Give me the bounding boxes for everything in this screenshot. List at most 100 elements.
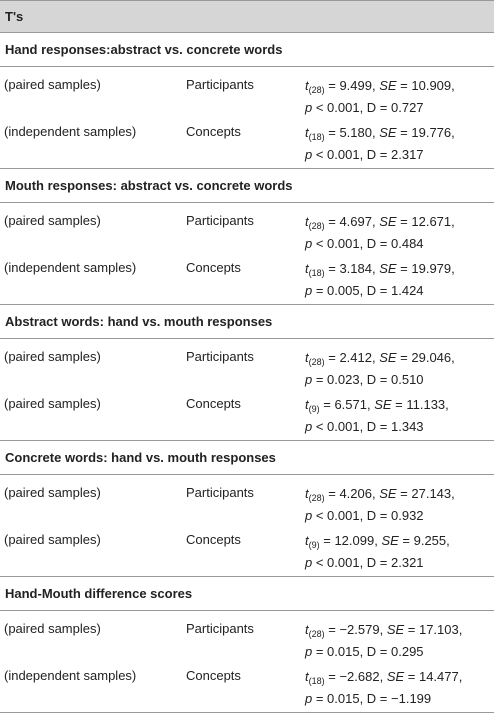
stat-line: p = 0.023, D = 0.510 (305, 371, 455, 389)
stat-cell: t(18) = −2.682, SE = 14.477, p = 0.015, D… (305, 668, 462, 708)
stat-line: t(28) = 4.697, SE = 12.671, (305, 213, 455, 235)
stat-symbol: SE (379, 125, 397, 140)
stat-text: = 2.412, (324, 350, 380, 365)
stat-symbol: (18) (308, 268, 325, 278)
stat-symbol: (28) (308, 629, 325, 639)
group-cell: Concepts (186, 532, 241, 547)
stat-text: = 5.180, (324, 125, 380, 140)
stat-text: = 12.099, (319, 533, 382, 548)
stat-symbol: SE (379, 261, 397, 276)
stat-line: p < 0.001, D = 0.484 (305, 235, 455, 253)
group-cell: Participants (186, 213, 254, 228)
stat-line: t(18) = 3.184, SE = 19.979, (305, 260, 455, 282)
stat-text: = 4.206, (324, 486, 380, 501)
stat-line: p = 0.015, D = −1.199 (305, 690, 462, 708)
stat-line: p < 0.001, D = 2.321 (305, 554, 450, 572)
stat-symbol: SE (379, 350, 397, 365)
stat-symbol: (9) (308, 540, 320, 550)
stat-symbol: SE (374, 397, 392, 412)
stat-text: < 0.001, D = 0.932 (312, 508, 424, 523)
stat-text: = 27.143, (396, 486, 455, 501)
stat-text: = 12.671, (396, 214, 455, 229)
stat-text: = 11.133, (391, 397, 449, 412)
stat-text: = 19.979, (396, 261, 455, 276)
stat-line: t(28) = 4.206, SE = 27.143, (305, 485, 455, 507)
stat-cell: t(9) = 6.571, SE = 11.133, p < 0.001, D =… (305, 396, 449, 436)
table-row: (paired samples) Participants t(28) = 9.49… (0, 71, 494, 117)
stat-text: = −2.579, (324, 622, 387, 637)
group-cell: Participants (186, 349, 254, 364)
stat-cell: t(28) = −2.579, SE = 17.103, p = 0.015, D… (305, 621, 462, 661)
stat-text: = 19.776, (396, 125, 455, 140)
section-title: Mouth responses: abstract vs. concrete w… (0, 169, 494, 203)
stat-text: < 0.001, D = 2.321 (312, 555, 424, 570)
stat-line: t(28) = 9.499, SE = 10.909, (305, 77, 455, 99)
stat-symbol: p (305, 147, 313, 162)
stat-cell: t(9) = 12.099, SE = 9.255, p < 0.001, D =… (305, 532, 450, 572)
section-title: Abstract words: hand vs. mouth responses (0, 305, 494, 339)
table-row: (paired samples) Concepts t(9) = 12.099, S… (0, 526, 494, 572)
stat-cell: t(28) = 2.412, SE = 29.046, p = 0.023, D … (305, 349, 455, 389)
stat-symbol: (28) (308, 221, 325, 231)
table-header: T's (0, 1, 494, 33)
stat-symbol: (18) (308, 132, 325, 142)
stat-symbol: t (305, 125, 309, 140)
stat-symbol: SE (379, 486, 397, 501)
stat-symbol: t (305, 533, 309, 548)
stat-symbol: p (305, 419, 313, 434)
design-cell: (paired samples) (4, 349, 101, 364)
section: Mouth responses: abstract vs. concrete w… (0, 169, 494, 305)
stat-symbol: t (305, 397, 309, 412)
stat-text: < 0.001, D = 0.484 (312, 236, 424, 251)
stat-cell: t(28) = 4.697, SE = 12.671, p < 0.001, D … (305, 213, 455, 253)
design-cell: (paired samples) (4, 485, 101, 500)
stat-symbol: (9) (308, 404, 320, 414)
table-row: (independent samples) Concepts t(18) = 3.1… (0, 254, 494, 298)
stat-line: t(18) = 5.180, SE = 19.776, (305, 124, 455, 146)
stat-symbol: t (305, 214, 309, 229)
stat-line: t(28) = −2.579, SE = 17.103, (305, 621, 462, 643)
stat-text: = 0.023, D = 0.510 (312, 372, 424, 387)
table-row: (independent samples) Concepts t(18) = −2.… (0, 662, 494, 708)
stat-text: = 0.015, D = 0.295 (312, 644, 424, 659)
stat-symbol: SE (379, 214, 397, 229)
stat-text: = 17.103, (404, 622, 463, 637)
stat-symbol: p (305, 644, 313, 659)
stat-symbol: p (305, 691, 313, 706)
table-row: (paired samples) Participants t(28) = 4.69… (0, 207, 494, 253)
section-title: Concrete words: hand vs. mouth responses (0, 441, 494, 475)
table-row: (paired samples) Concepts t(9) = 6.571, SE… (0, 390, 494, 436)
design-cell: (independent samples) (4, 124, 137, 139)
stat-line: p < 0.001, D = 2.317 (305, 146, 455, 164)
stat-line: t(28) = 2.412, SE = 29.046, (305, 349, 455, 371)
stat-symbol: SE (386, 622, 405, 637)
stat-symbol: (28) (308, 493, 325, 503)
stat-symbol: SE (379, 78, 397, 93)
design-cell: (paired samples) (4, 532, 101, 547)
stat-cell: t(28) = 4.206, SE = 27.143, p < 0.001, D … (305, 485, 455, 525)
group-cell: Concepts (186, 668, 241, 683)
stat-symbol: (28) (308, 357, 325, 367)
stat-line: p < 0.001, D = 0.932 (305, 507, 455, 525)
stat-line: p < 0.001, D = 0.727 (305, 99, 455, 117)
stat-symbol: (28) (308, 85, 325, 95)
section: Hand-Mouth difference scores (paired samp… (0, 577, 494, 713)
stat-symbol: p (305, 236, 313, 251)
section-title: Hand-Mouth difference scores (0, 577, 494, 611)
stat-text: = 0.005, D = 1.424 (312, 283, 424, 298)
stat-line: p < 0.001, D = 1.343 (305, 418, 449, 436)
stat-symbol: SE (386, 669, 405, 684)
stat-symbol: t (305, 261, 309, 276)
table-row: (paired samples) Participants t(28) = 2.41… (0, 343, 494, 389)
section: Hand responses:abstract vs. concrete wor… (0, 33, 494, 169)
group-cell: Concepts (186, 260, 241, 275)
stat-text: < 0.001, D = 0.727 (312, 100, 424, 115)
group-cell: Participants (186, 621, 254, 636)
stat-symbol: p (305, 555, 313, 570)
stat-symbol: t (305, 486, 309, 501)
group-cell: Concepts (186, 396, 241, 411)
table-row: (paired samples) Participants t(28) = −2.5… (0, 615, 494, 661)
stat-symbol: t (305, 622, 309, 637)
stat-text: = 9.255, (398, 533, 450, 548)
